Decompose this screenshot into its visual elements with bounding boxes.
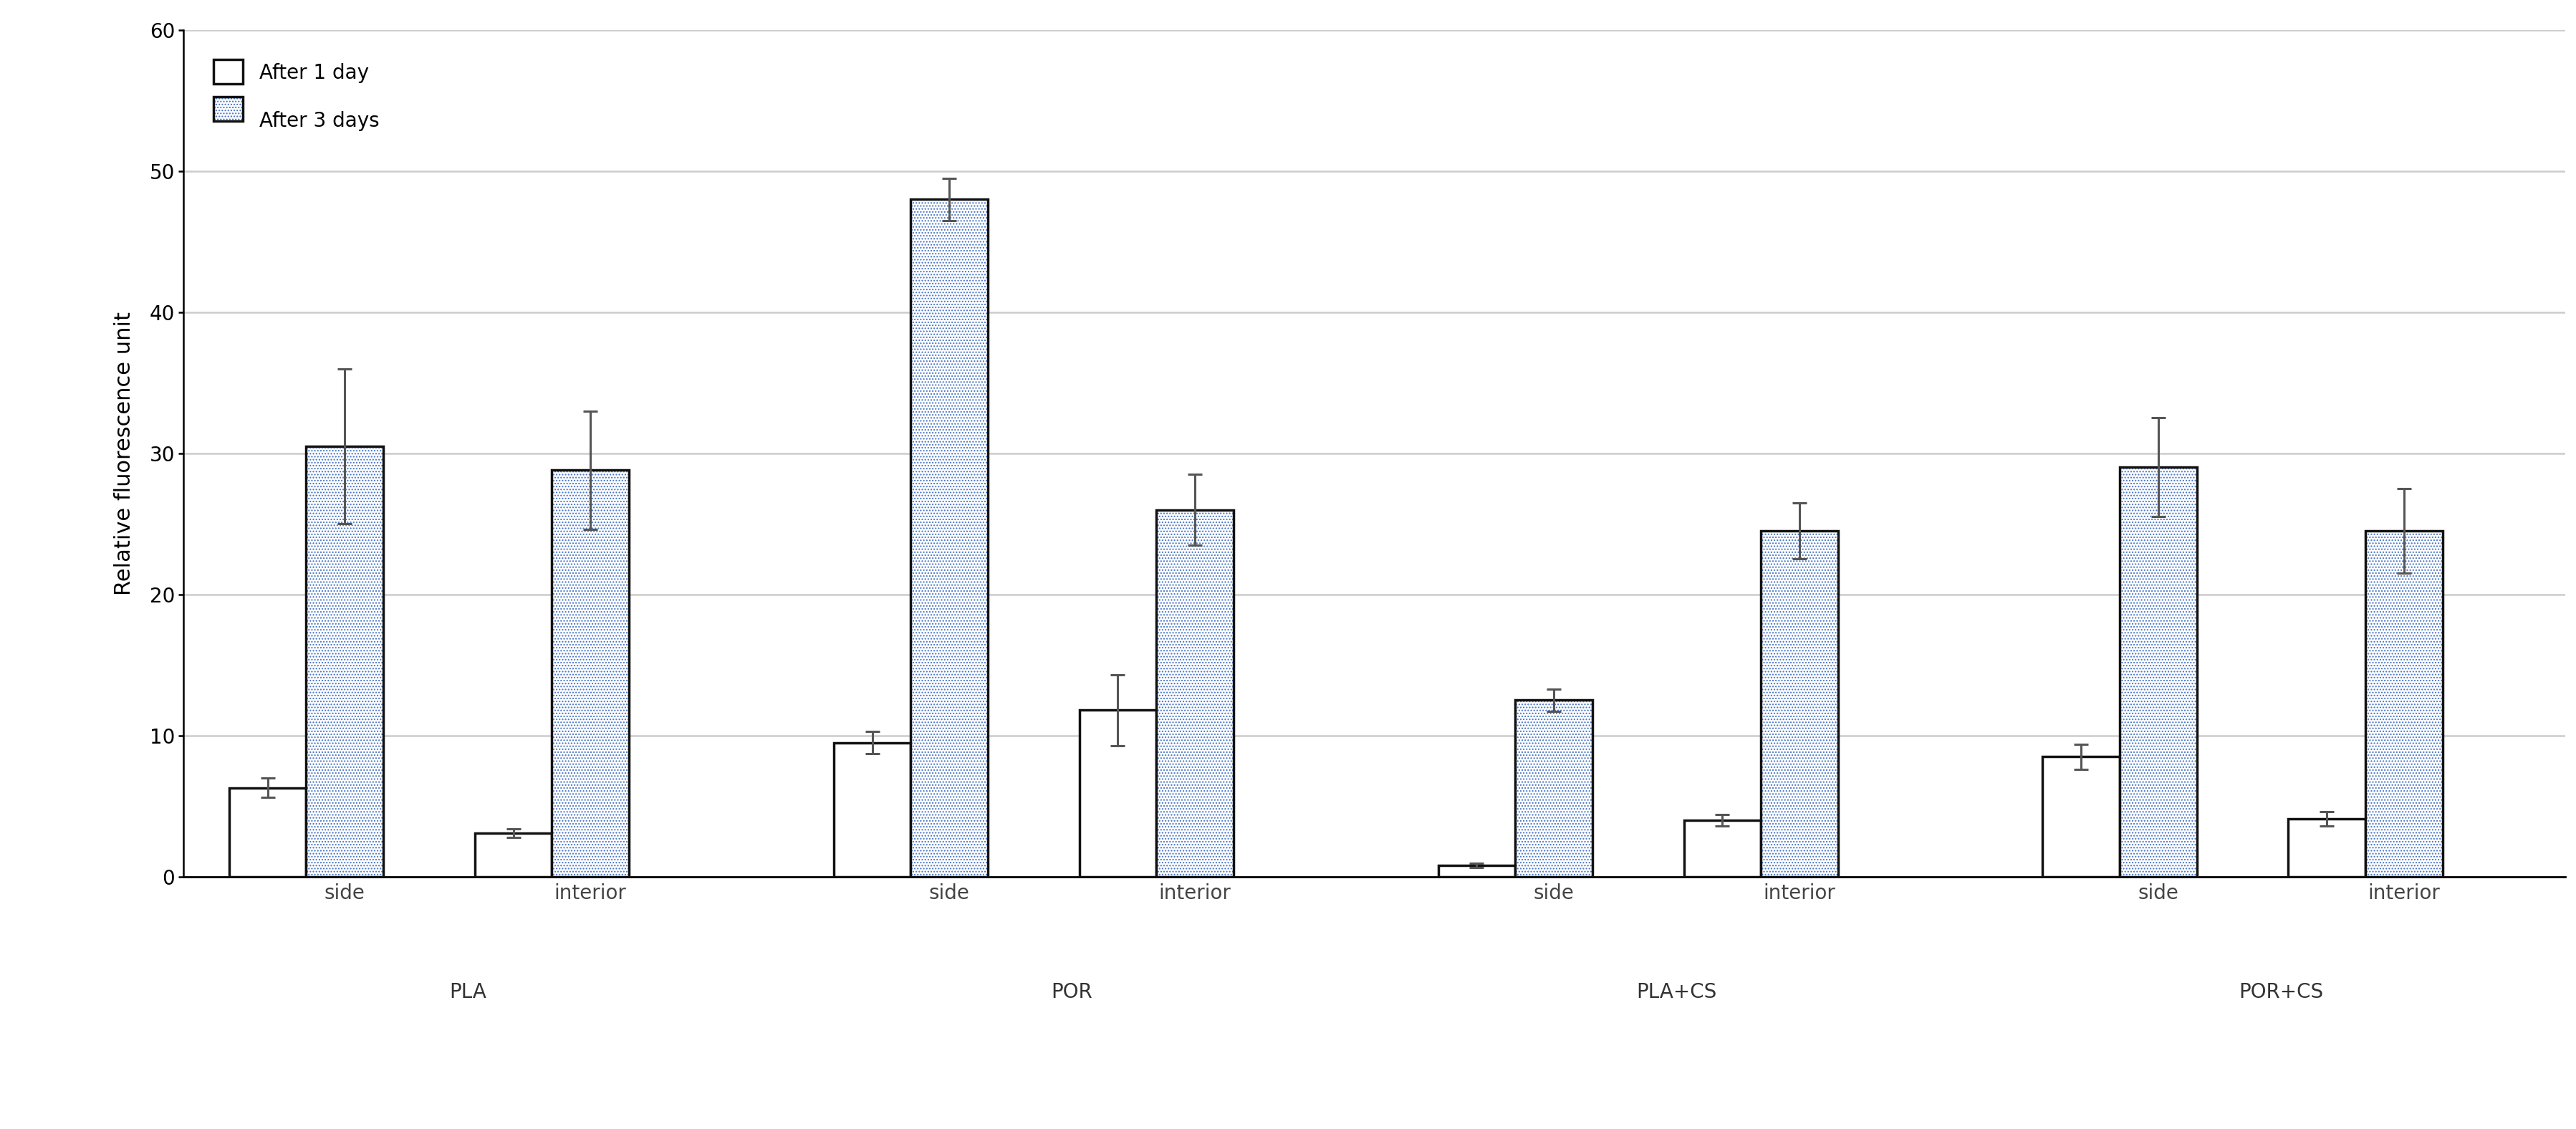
Y-axis label: Relative fluorescence unit: Relative fluorescence unit	[113, 312, 134, 595]
Bar	[2365, 531, 2442, 876]
Bar	[551, 470, 629, 876]
Text: POR+CS: POR+CS	[2239, 982, 2324, 1003]
Text: PLA: PLA	[448, 982, 487, 1003]
Bar	[551, 470, 629, 876]
Bar	[2287, 819, 2365, 876]
Bar	[2120, 467, 2197, 876]
Bar	[1515, 700, 1592, 876]
Text: POR: POR	[1051, 982, 1092, 1003]
Bar	[474, 833, 551, 876]
Bar	[1437, 865, 1515, 876]
Bar	[912, 199, 987, 876]
Bar	[1762, 531, 1837, 876]
Bar	[1157, 509, 1234, 876]
Bar	[1157, 509, 1234, 876]
Bar	[2120, 467, 2197, 876]
Bar	[1685, 820, 1762, 876]
Bar	[307, 446, 384, 876]
Text: PLA+CS: PLA+CS	[1636, 982, 1716, 1003]
Legend: After 1 day, After 3 days: After 1 day, After 3 days	[193, 40, 399, 152]
Bar	[2043, 756, 2120, 876]
Bar	[1515, 700, 1592, 876]
Bar	[835, 743, 912, 876]
Bar	[229, 788, 307, 876]
Bar	[1762, 531, 1837, 876]
Bar	[1079, 710, 1157, 876]
Bar	[307, 446, 384, 876]
Bar	[912, 199, 987, 876]
Bar	[2365, 531, 2442, 876]
